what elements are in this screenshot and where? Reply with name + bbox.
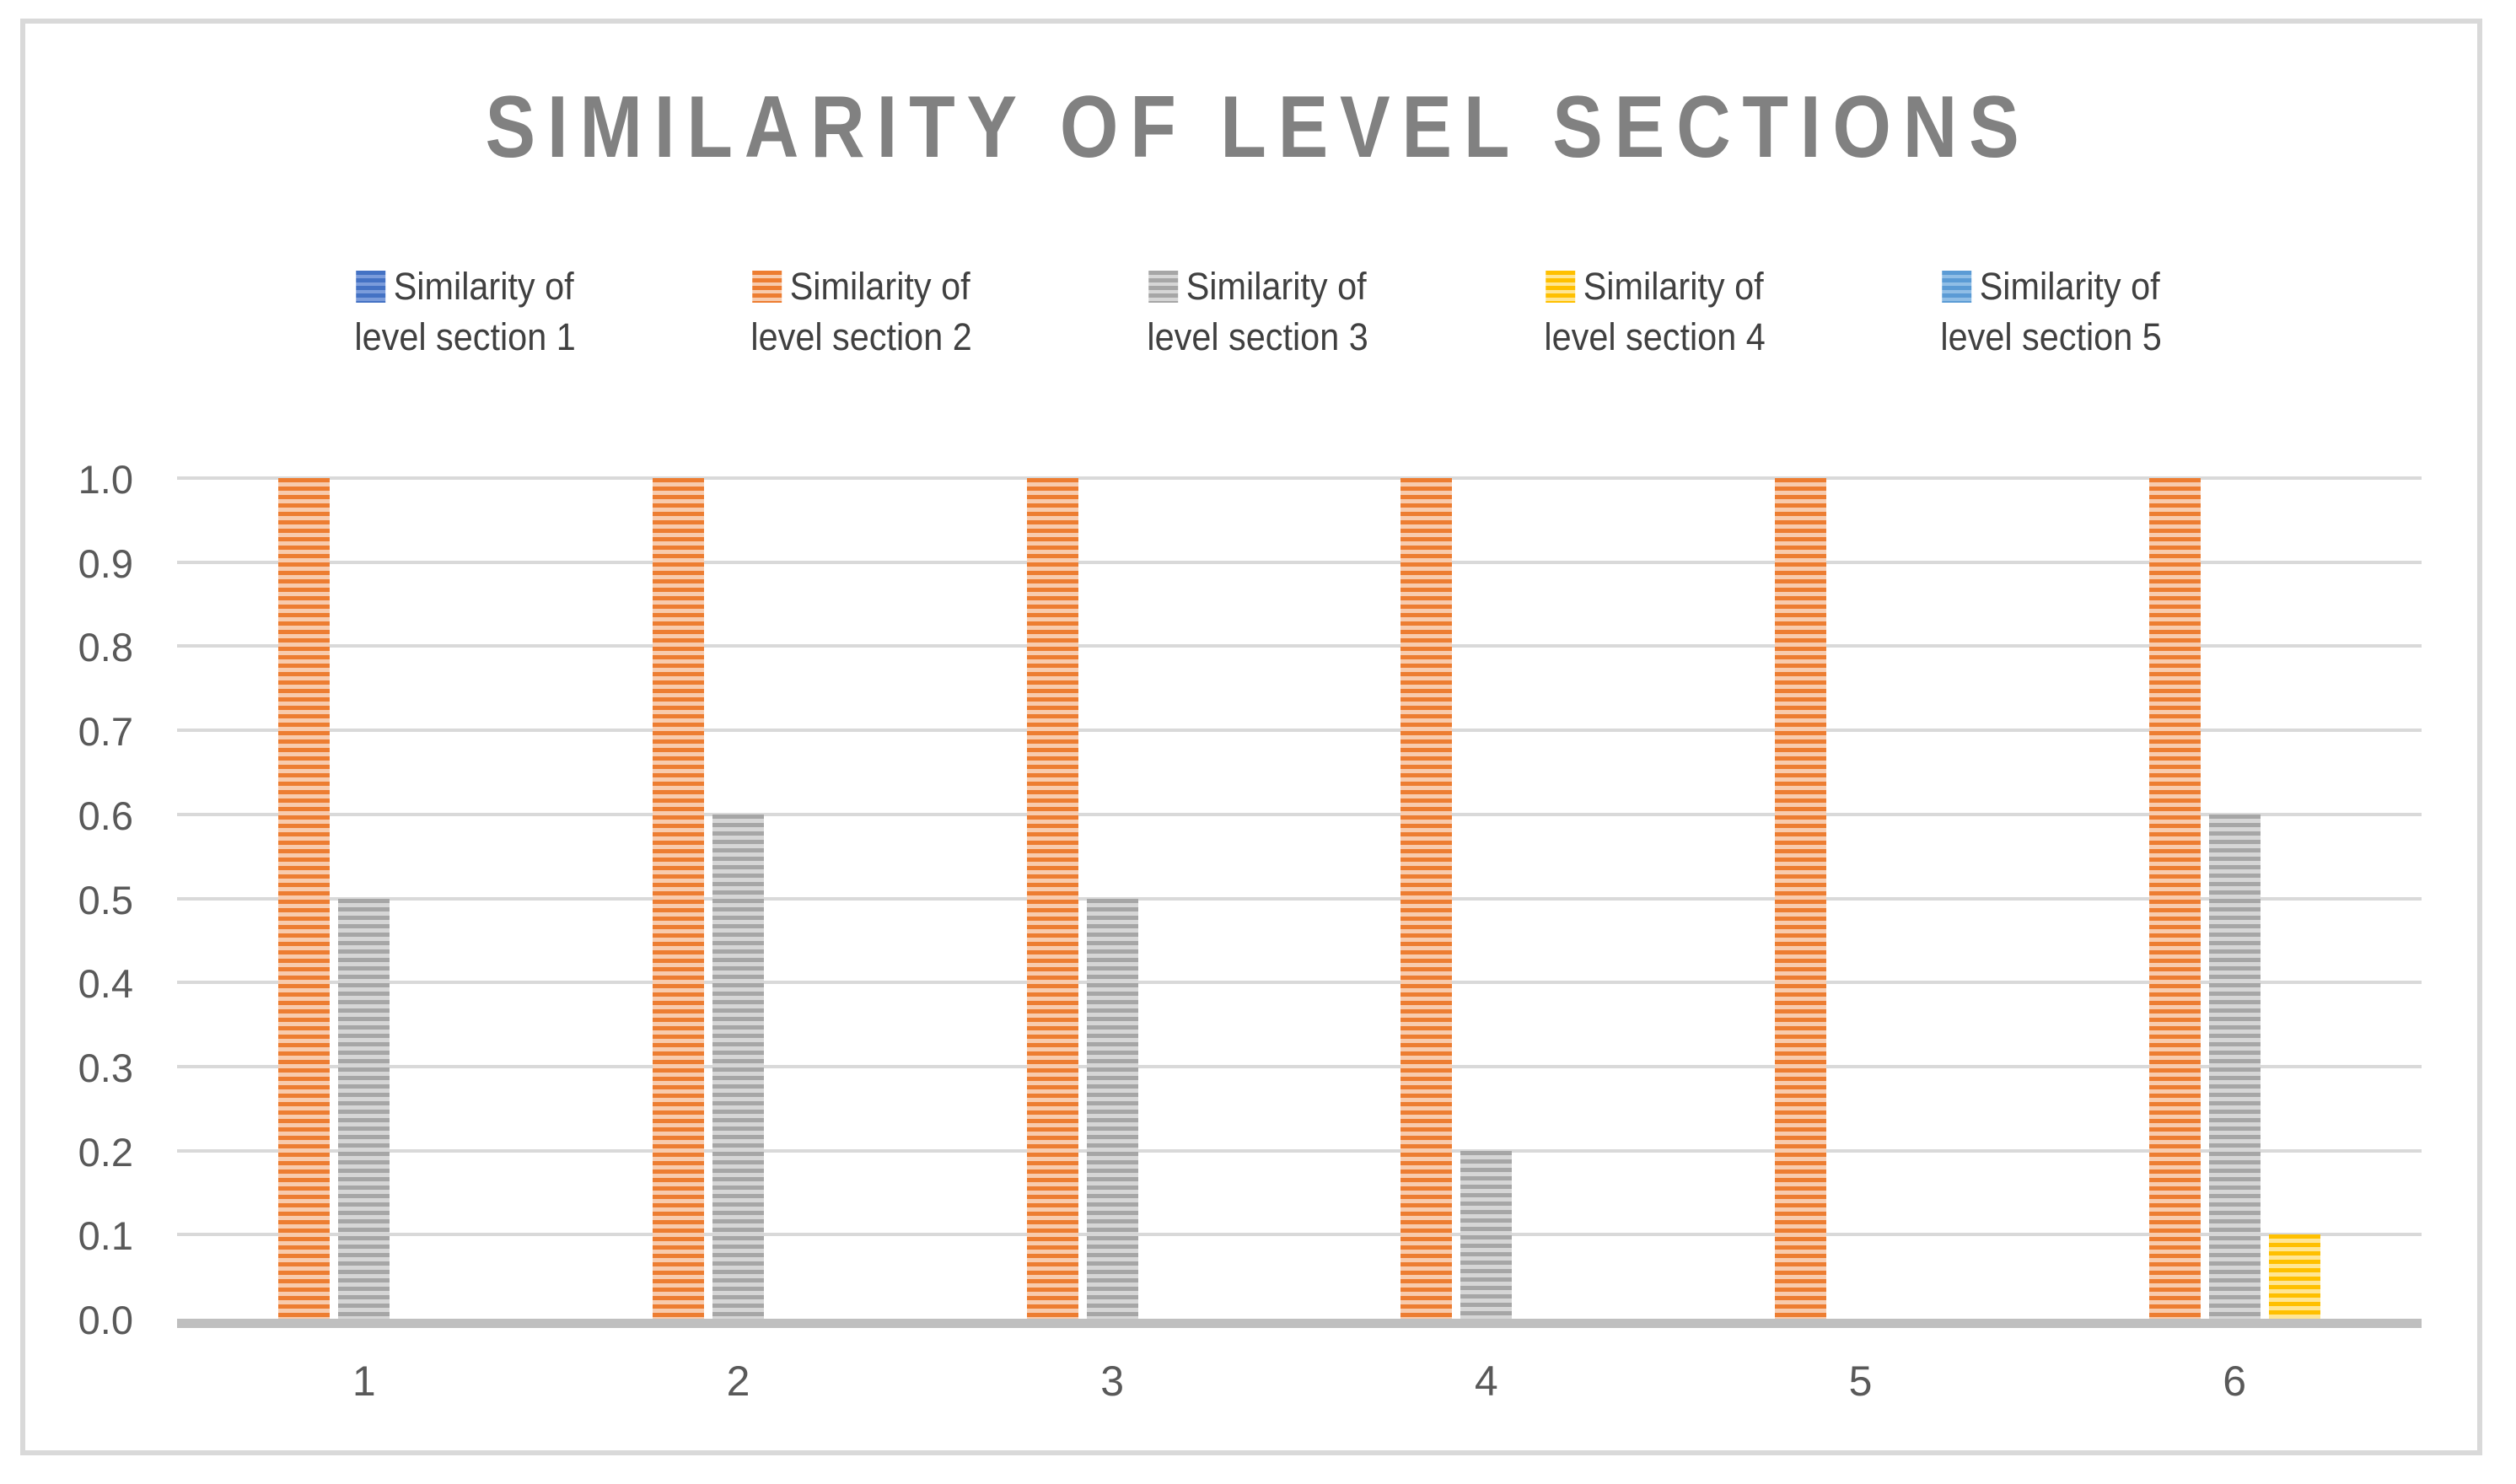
legend-item-line1: Similarity of <box>752 261 970 312</box>
legend-label-line1: Similarity of <box>789 265 970 308</box>
legend-label-line2: level section 1 <box>354 315 576 358</box>
legend-item-line1: Similarity of <box>1942 261 2159 312</box>
bar-series3-category4 <box>1460 1150 1513 1319</box>
legend-color-swatch-icon <box>356 271 386 303</box>
legend-label-line2: level section 4 <box>1543 315 1766 358</box>
bar-series3-category6 <box>2208 814 2261 1319</box>
bar-series2-category2 <box>653 478 704 1319</box>
gridline <box>177 981 2422 985</box>
legend-label-line2: level section 3 <box>1147 315 1369 358</box>
legend-item-line1: Similarity of <box>356 261 574 312</box>
x-axis-tick-label: 1 <box>352 1358 376 1405</box>
bar-series2-category5 <box>1775 478 1826 1319</box>
legend-label-line2: level section 5 <box>1940 315 2162 358</box>
chart-legend: Similarity of level section 1 Similarity o… <box>0 261 2516 363</box>
gridline <box>177 476 2422 480</box>
gridline <box>177 812 2422 816</box>
gridline <box>177 1233 2422 1237</box>
legend-item-section-1: Similarity of level section 1 <box>354 261 575 363</box>
y-axis-tick-label: 0.6 <box>78 793 133 838</box>
legend-item-section-3: Similarity of level section 3 <box>1148 261 1368 363</box>
gridline <box>177 896 2422 901</box>
bar-series3-category3 <box>1086 898 1138 1319</box>
legend-label-line2: level section 2 <box>750 315 972 358</box>
y-axis-tick-label: 0.7 <box>78 709 133 755</box>
x-axis-line <box>177 1319 2422 1328</box>
legend-color-swatch-icon <box>1942 271 1972 303</box>
y-axis-tick-label: 0.3 <box>78 1045 133 1090</box>
x-axis-tick-label: 2 <box>726 1358 750 1405</box>
y-axis-tick-label: 1.0 <box>78 457 133 502</box>
bar-series3-category1 <box>338 898 390 1319</box>
bar-series2-category4 <box>1400 478 1453 1319</box>
y-axis-tick-label: 0.5 <box>78 877 133 922</box>
gridline <box>177 729 2422 733</box>
y-axis-tick-label: 0.1 <box>78 1213 133 1259</box>
bar-series2-category1 <box>278 478 331 1319</box>
legend-item-line1: Similarity of <box>1148 261 1368 312</box>
gridline <box>177 644 2422 648</box>
gridline <box>177 1064 2422 1068</box>
gridline <box>177 1148 2422 1153</box>
y-axis-tick-label: 0.8 <box>78 625 133 670</box>
legend-item-section-4: Similarity of level section 4 <box>1544 261 1765 363</box>
x-axis-tick-label: 3 <box>1100 1358 1125 1405</box>
legend-color-swatch-icon <box>1148 271 1179 303</box>
bar-series2-category3 <box>1026 478 1078 1319</box>
x-axis-tick-label: 6 <box>2223 1358 2247 1405</box>
legend-color-swatch-icon <box>752 271 782 303</box>
legend-label-line1: Similarity of <box>1186 265 1368 308</box>
gridline <box>177 560 2422 564</box>
x-axis-tick-label: 4 <box>1474 1358 1498 1405</box>
legend-label-line1: Similarity of <box>1583 265 1764 308</box>
chart-frame <box>20 19 2482 1455</box>
y-axis-tick-label: 0.9 <box>78 540 133 586</box>
bar-series4-category6 <box>2268 1234 2320 1319</box>
legend-item-section-5: Similarity of level section 5 <box>1940 261 2161 363</box>
x-axis-tick-label: 5 <box>1848 1358 1873 1405</box>
legend-color-swatch-icon <box>1546 271 1576 303</box>
legend-item-line1: Similarity of <box>1546 261 1763 312</box>
legend-label-line1: Similarity of <box>393 265 574 308</box>
y-axis-tick-label: 0.0 <box>78 1298 133 1342</box>
legend-item-section-2: Similarity of level section 2 <box>751 261 972 363</box>
bar-series3-category2 <box>712 814 764 1319</box>
legend-label-line1: Similarity of <box>1979 265 2160 308</box>
chart-title: SIMILARITY OF LEVEL SECTIONS <box>485 78 2031 176</box>
y-axis-tick-label: 0.4 <box>78 961 133 1007</box>
y-axis-tick-label: 0.2 <box>78 1129 133 1175</box>
bar-series2-category6 <box>2148 478 2201 1319</box>
